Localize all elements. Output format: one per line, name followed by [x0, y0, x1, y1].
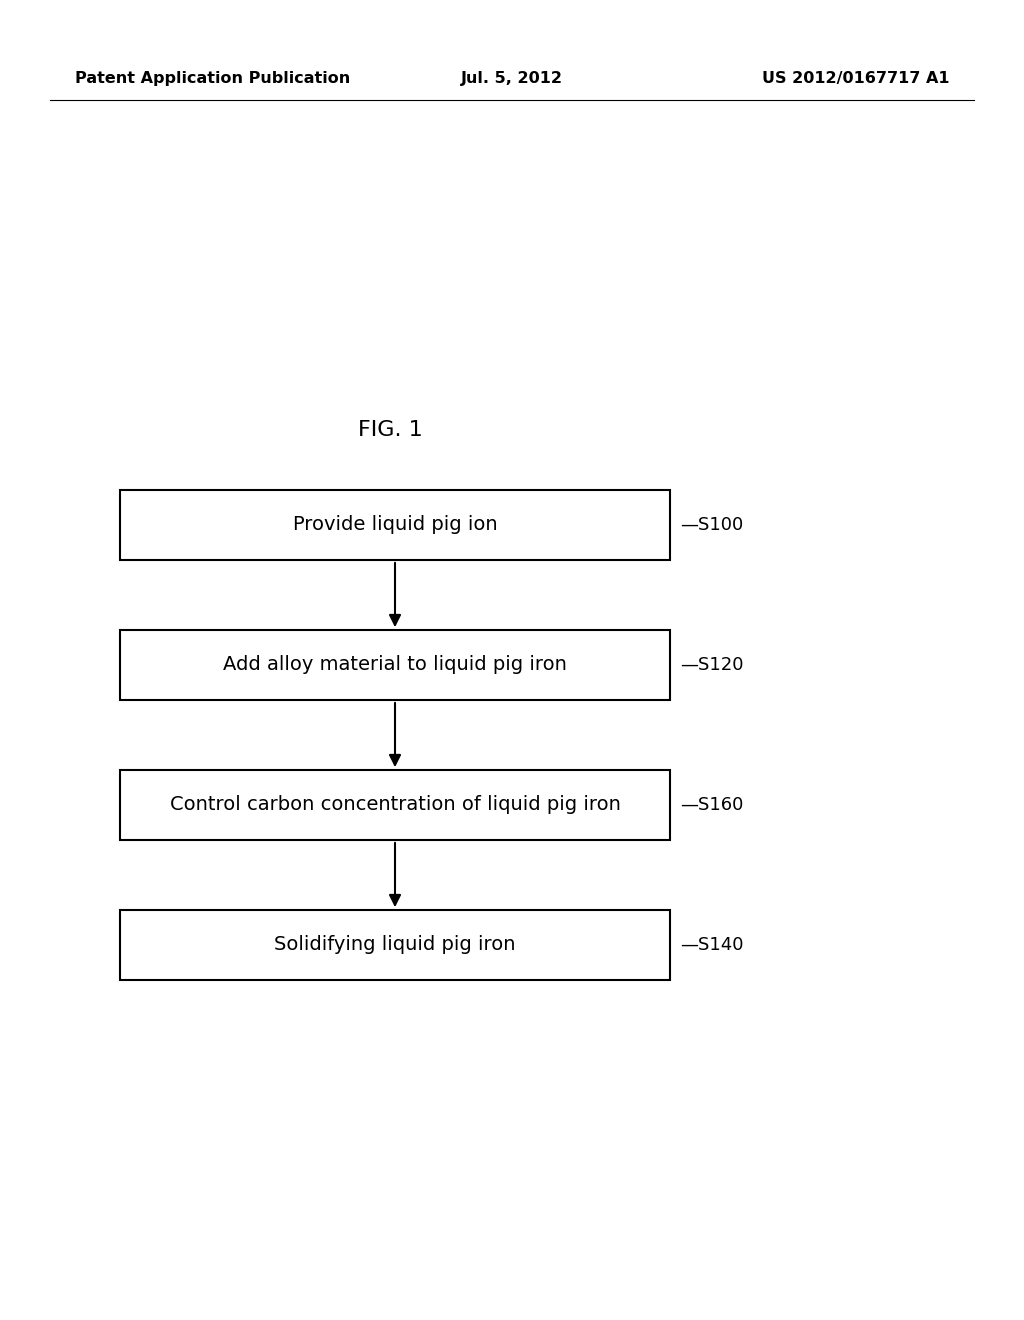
Text: —S100: —S100	[680, 516, 743, 535]
Text: —S160: —S160	[680, 796, 743, 814]
Text: US 2012/0167717 A1: US 2012/0167717 A1	[762, 70, 949, 86]
Text: Patent Application Publication: Patent Application Publication	[75, 70, 350, 86]
Text: Jul. 5, 2012: Jul. 5, 2012	[461, 70, 563, 86]
Bar	[120, 630, 670, 700]
Text: —S140: —S140	[680, 936, 743, 954]
Text: Control carbon concentration of liquid pig iron: Control carbon concentration of liquid p…	[170, 796, 621, 814]
Text: FIG. 1: FIG. 1	[357, 420, 422, 440]
Text: Solidifying liquid pig iron: Solidifying liquid pig iron	[274, 936, 516, 954]
Bar	[120, 490, 670, 560]
Bar	[120, 770, 670, 840]
Bar	[120, 909, 670, 979]
Text: Provide liquid pig ion: Provide liquid pig ion	[293, 516, 498, 535]
Text: —S120: —S120	[680, 656, 743, 675]
Text: Add alloy material to liquid pig iron: Add alloy material to liquid pig iron	[223, 656, 567, 675]
